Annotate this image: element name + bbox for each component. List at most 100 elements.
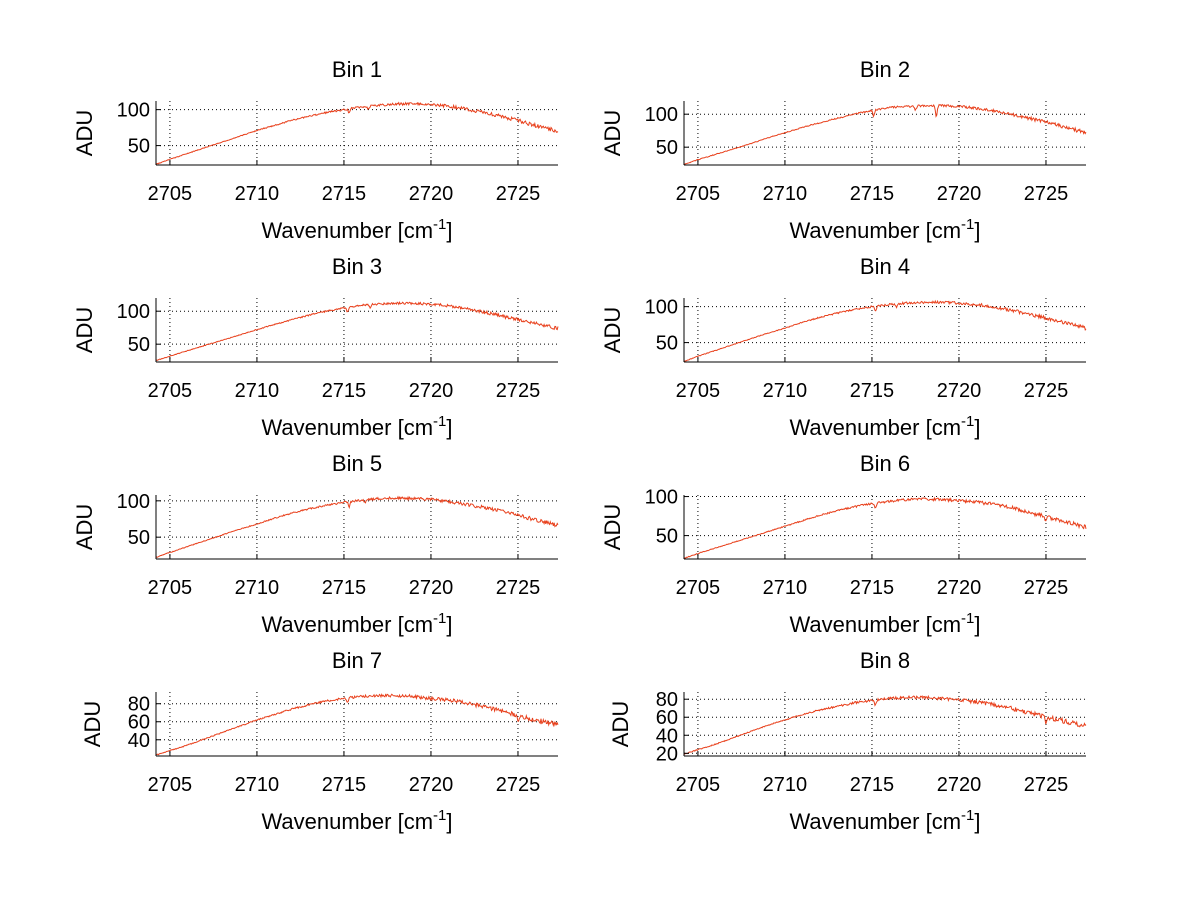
series-line <box>155 301 559 362</box>
x-axis-label: Wavenumber [cm-1] <box>261 610 452 637</box>
x-tick-label: 2725 <box>496 183 541 205</box>
x-tick-label: 2705 <box>676 774 721 796</box>
x-tick-label: 2715 <box>850 183 895 205</box>
x-tick-label: 2725 <box>1024 577 1069 599</box>
y-tick-label: 50 <box>128 527 150 549</box>
series-line <box>155 495 559 559</box>
y-tick-label: 100 <box>117 100 150 122</box>
y-tick-label: 50 <box>656 137 678 159</box>
y-tick-label: 80 <box>656 689 678 711</box>
x-tick-label: 2720 <box>937 183 982 205</box>
subplot-bin-1: Bin 1 2705 2710 2715 2720 2725 50 100 ADU Wavenum… <box>72 57 559 243</box>
y-tick-label: 50 <box>128 136 150 158</box>
x-axis-label: Wavenumber [cm-1] <box>789 807 980 834</box>
x-tick-label: 2710 <box>763 577 808 599</box>
x-tick-label: 2720 <box>409 380 454 402</box>
y-axis-label: ADU <box>600 504 625 550</box>
y-tick-label: 80 <box>128 694 150 716</box>
x-axis-label: Wavenumber [cm-1] <box>789 413 980 440</box>
x-tick-label: 2720 <box>937 380 982 402</box>
subplot-title: Bin 1 <box>332 57 382 82</box>
series-line <box>683 694 1087 755</box>
x-tick-label: 2715 <box>322 774 367 796</box>
x-axis-label: Wavenumber [cm-1] <box>261 413 452 440</box>
x-tick-label: 2725 <box>1024 774 1069 796</box>
y-axis-label: ADU <box>72 110 97 156</box>
subplot-title: Bin 3 <box>332 254 382 279</box>
subplot-title: Bin 2 <box>860 57 910 82</box>
x-tick-label: 2705 <box>676 380 721 402</box>
x-tick-label: 2715 <box>850 774 895 796</box>
x-tick-label: 2710 <box>235 380 280 402</box>
x-tick-label: 2720 <box>409 774 454 796</box>
x-tick-label: 2705 <box>148 183 193 205</box>
x-tick-label: 2715 <box>322 183 367 205</box>
series-line <box>683 103 1087 166</box>
subplot-bin-6: Bin 6 2705 2710 2715 2720 2725 50 100 ADU Wavenum… <box>600 451 1087 637</box>
x-tick-label: 2725 <box>496 774 541 796</box>
x-tick-label: 2720 <box>937 577 982 599</box>
x-tick-label: 2725 <box>1024 380 1069 402</box>
y-axis-label: ADU <box>80 701 105 747</box>
x-tick-label: 2710 <box>235 183 280 205</box>
x-tick-label: 2705 <box>148 774 193 796</box>
x-tick-label: 2715 <box>850 577 895 599</box>
x-tick-label: 2720 <box>409 577 454 599</box>
x-tick-label: 2710 <box>763 774 808 796</box>
y-tick-label: 100 <box>117 301 150 323</box>
x-tick-label: 2715 <box>850 380 895 402</box>
y-axis-label: ADU <box>72 504 97 550</box>
y-tick-label: 100 <box>645 487 678 509</box>
y-axis-label: ADU <box>600 110 625 156</box>
series-line <box>683 496 1087 559</box>
subplot-bin-5: Bin 5 2705 2710 2715 2720 2725 50 100 ADU Wavenum… <box>72 451 559 637</box>
subplot-title: Bin 7 <box>332 648 382 673</box>
x-axis-label: Wavenumber [cm-1] <box>261 216 452 243</box>
series-line <box>155 101 559 165</box>
series-line <box>683 299 1087 362</box>
subplot-bin-2: Bin 2 2705 2710 2715 2720 2725 50 100 ADU Wavenum… <box>600 57 1087 243</box>
y-tick-label: 20 <box>656 743 678 765</box>
y-tick-label: 50 <box>656 333 678 355</box>
x-tick-label: 2710 <box>763 183 808 205</box>
x-tick-label: 2720 <box>937 774 982 796</box>
y-tick-label: 40 <box>128 730 150 752</box>
y-tick-label: 100 <box>117 491 150 513</box>
y-tick-label: 100 <box>645 297 678 319</box>
y-tick-label: 50 <box>656 526 678 548</box>
x-tick-label: 2705 <box>148 380 193 402</box>
x-tick-label: 2725 <box>496 380 541 402</box>
y-tick-label: 60 <box>656 707 678 729</box>
x-tick-label: 2725 <box>496 577 541 599</box>
x-tick-label: 2710 <box>235 577 280 599</box>
x-tick-label: 2710 <box>235 774 280 796</box>
y-axis-label: ADU <box>600 307 625 353</box>
x-tick-label: 2705 <box>676 577 721 599</box>
x-tick-label: 2705 <box>148 577 193 599</box>
y-axis-label: ADU <box>608 701 633 747</box>
subplot-title: Bin 6 <box>860 451 910 476</box>
x-axis-label: Wavenumber [cm-1] <box>261 807 452 834</box>
x-tick-label: 2715 <box>322 380 367 402</box>
x-tick-label: 2710 <box>763 380 808 402</box>
subplot-title: Bin 8 <box>860 648 910 673</box>
x-tick-label: 2705 <box>676 183 721 205</box>
x-tick-label: 2715 <box>322 577 367 599</box>
subplot-bin-4: Bin 4 2705 2710 2715 2720 2725 50 100 ADU Wavenum… <box>600 254 1087 440</box>
y-tick-label: 50 <box>128 334 150 356</box>
x-tick-label: 2720 <box>409 183 454 205</box>
subplot-title: Bin 4 <box>860 254 910 279</box>
x-axis-label: Wavenumber [cm-1] <box>789 610 980 637</box>
subplot-title: Bin 5 <box>332 451 382 476</box>
x-axis-label: Wavenumber [cm-1] <box>789 216 980 243</box>
subplot-bin-3: Bin 3 2705 2710 2715 2720 2725 50 100 ADU Wavenum… <box>72 254 559 440</box>
y-tick-label: 60 <box>128 712 150 734</box>
y-axis-label: ADU <box>72 307 97 353</box>
y-tick-label: 100 <box>645 104 678 126</box>
y-tick-label: 40 <box>656 725 678 747</box>
x-tick-label: 2725 <box>1024 183 1069 205</box>
series-line <box>155 693 559 756</box>
